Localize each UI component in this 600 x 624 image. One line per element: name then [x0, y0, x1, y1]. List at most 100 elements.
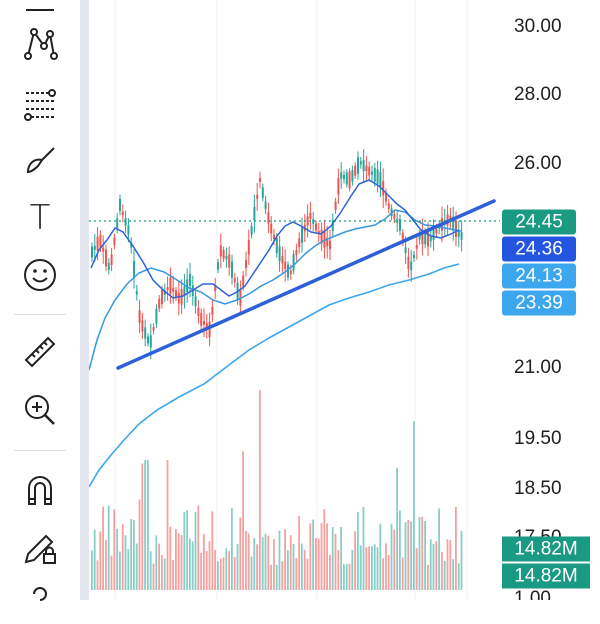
- chart-canvas[interactable]: [89, 0, 500, 600]
- candle-body: [401, 232, 404, 243]
- volume-bar: [323, 509, 326, 590]
- moving-average-slow: [89, 263, 460, 488]
- candle-body: [166, 287, 169, 291]
- candle-body: [99, 234, 102, 248]
- volume-bar: [429, 539, 432, 590]
- volume-ma-badge: 14.82M: [502, 563, 590, 589]
- candle-body: [309, 212, 312, 219]
- candle-body: [432, 229, 435, 241]
- volume-bar: [418, 517, 421, 590]
- pattern-tool-button[interactable]: [12, 22, 68, 66]
- chart-pane[interactable]: [89, 0, 500, 600]
- candle-body: [429, 236, 432, 242]
- volume-bar: [320, 522, 323, 590]
- magnet-tool-button[interactable]: [12, 468, 68, 512]
- lock-drawings-tool-button[interactable]: [12, 526, 68, 570]
- candle-body: [105, 249, 107, 267]
- volume-bar: [357, 512, 359, 590]
- volume-bar: [138, 499, 141, 590]
- volume-bar: [449, 540, 452, 590]
- candle-body: [306, 216, 309, 226]
- volume-bar: [348, 563, 351, 590]
- volume-bar: [239, 517, 242, 590]
- volume-bar: [228, 551, 230, 590]
- text-tool-button[interactable]: T: [12, 196, 68, 240]
- candle-body: [161, 289, 163, 305]
- candle-body: [253, 206, 256, 221]
- volume-bar: [259, 390, 261, 590]
- volume-bar: [390, 523, 393, 590]
- candle-body: [222, 250, 225, 259]
- candle-body: [379, 171, 382, 187]
- candle-body: [348, 171, 351, 189]
- ma-slow-badge: 23.39: [502, 290, 576, 316]
- ma-fast-badge: 24.36: [502, 236, 576, 262]
- candle-body: [373, 168, 376, 182]
- volume-bar: [245, 530, 247, 590]
- volume-bar: [443, 560, 446, 590]
- candle-body: [427, 231, 429, 247]
- volume-bar: [256, 544, 258, 590]
- candlesticks: [91, 149, 463, 360]
- volume-bar: [410, 521, 412, 590]
- candle-body: [273, 234, 275, 240]
- volume-bar: [424, 521, 426, 590]
- candle-body: [385, 193, 387, 202]
- price-axis[interactable]: 30.00 28.00 26.00 21.00 19.50 18.50 17.5…: [500, 0, 600, 600]
- volume-bar: [166, 460, 169, 590]
- volume-bar: [362, 506, 365, 590]
- volume-bar: [113, 509, 116, 590]
- volume-bar: [337, 550, 340, 590]
- candle-body: [124, 218, 127, 226]
- candle-body: [228, 254, 231, 268]
- trend-line-drawing[interactable]: [116, 199, 496, 370]
- volume-bar: [219, 558, 222, 590]
- volume-bar: [331, 527, 334, 590]
- volume-bar: [93, 529, 96, 590]
- candle-body: [175, 290, 177, 298]
- ruler-tool-button[interactable]: [12, 330, 68, 374]
- volume-bar: [186, 510, 188, 590]
- last-price-badge: 24.45: [502, 209, 576, 235]
- volume-bar: [233, 556, 236, 590]
- volume-bar: [287, 550, 289, 590]
- candle-body: [418, 235, 421, 240]
- candle-body: [138, 310, 141, 323]
- candle-body: [127, 225, 130, 235]
- volume-bar: [102, 506, 104, 590]
- zoom-in-tool-button[interactable]: [12, 388, 68, 432]
- candle-body: [189, 274, 191, 286]
- volume-bar: [385, 543, 387, 590]
- volume-bar: [427, 564, 429, 590]
- brush-tool-button[interactable]: [12, 138, 68, 182]
- volume-bar: [368, 546, 370, 590]
- volume-bar: [273, 539, 275, 590]
- candle-body: [323, 231, 326, 248]
- price-tick: 28.00: [514, 84, 562, 105]
- volume-bar: [264, 533, 267, 590]
- candle-body: [155, 308, 158, 324]
- volume-bar: [172, 560, 174, 590]
- volume-bar: [105, 539, 107, 590]
- candle-body: [113, 237, 116, 246]
- candle-body: [312, 219, 315, 224]
- volume-bar: [415, 548, 418, 590]
- trend-line-tool-button[interactable]: [12, 0, 68, 22]
- volume-bar: [446, 539, 449, 590]
- volume-bar: [334, 533, 337, 590]
- volume-bar: [116, 528, 118, 590]
- candle-body: [91, 246, 93, 258]
- candle-body: [365, 165, 368, 172]
- candle-body: [242, 275, 245, 287]
- fib-retracement-tool-button[interactable]: [12, 82, 68, 126]
- toolbar-divider: [14, 314, 66, 315]
- candle-body: [107, 262, 110, 270]
- hide-drawings-tool-button[interactable]: [12, 580, 68, 624]
- candle-body: [261, 187, 264, 198]
- candle-body: [247, 239, 250, 255]
- candle-body: [183, 286, 186, 296]
- volume-bar: [110, 555, 113, 590]
- emoji-tool-button[interactable]: [12, 253, 68, 297]
- volume-bar: [267, 535, 270, 590]
- volume-bar: [149, 551, 152, 590]
